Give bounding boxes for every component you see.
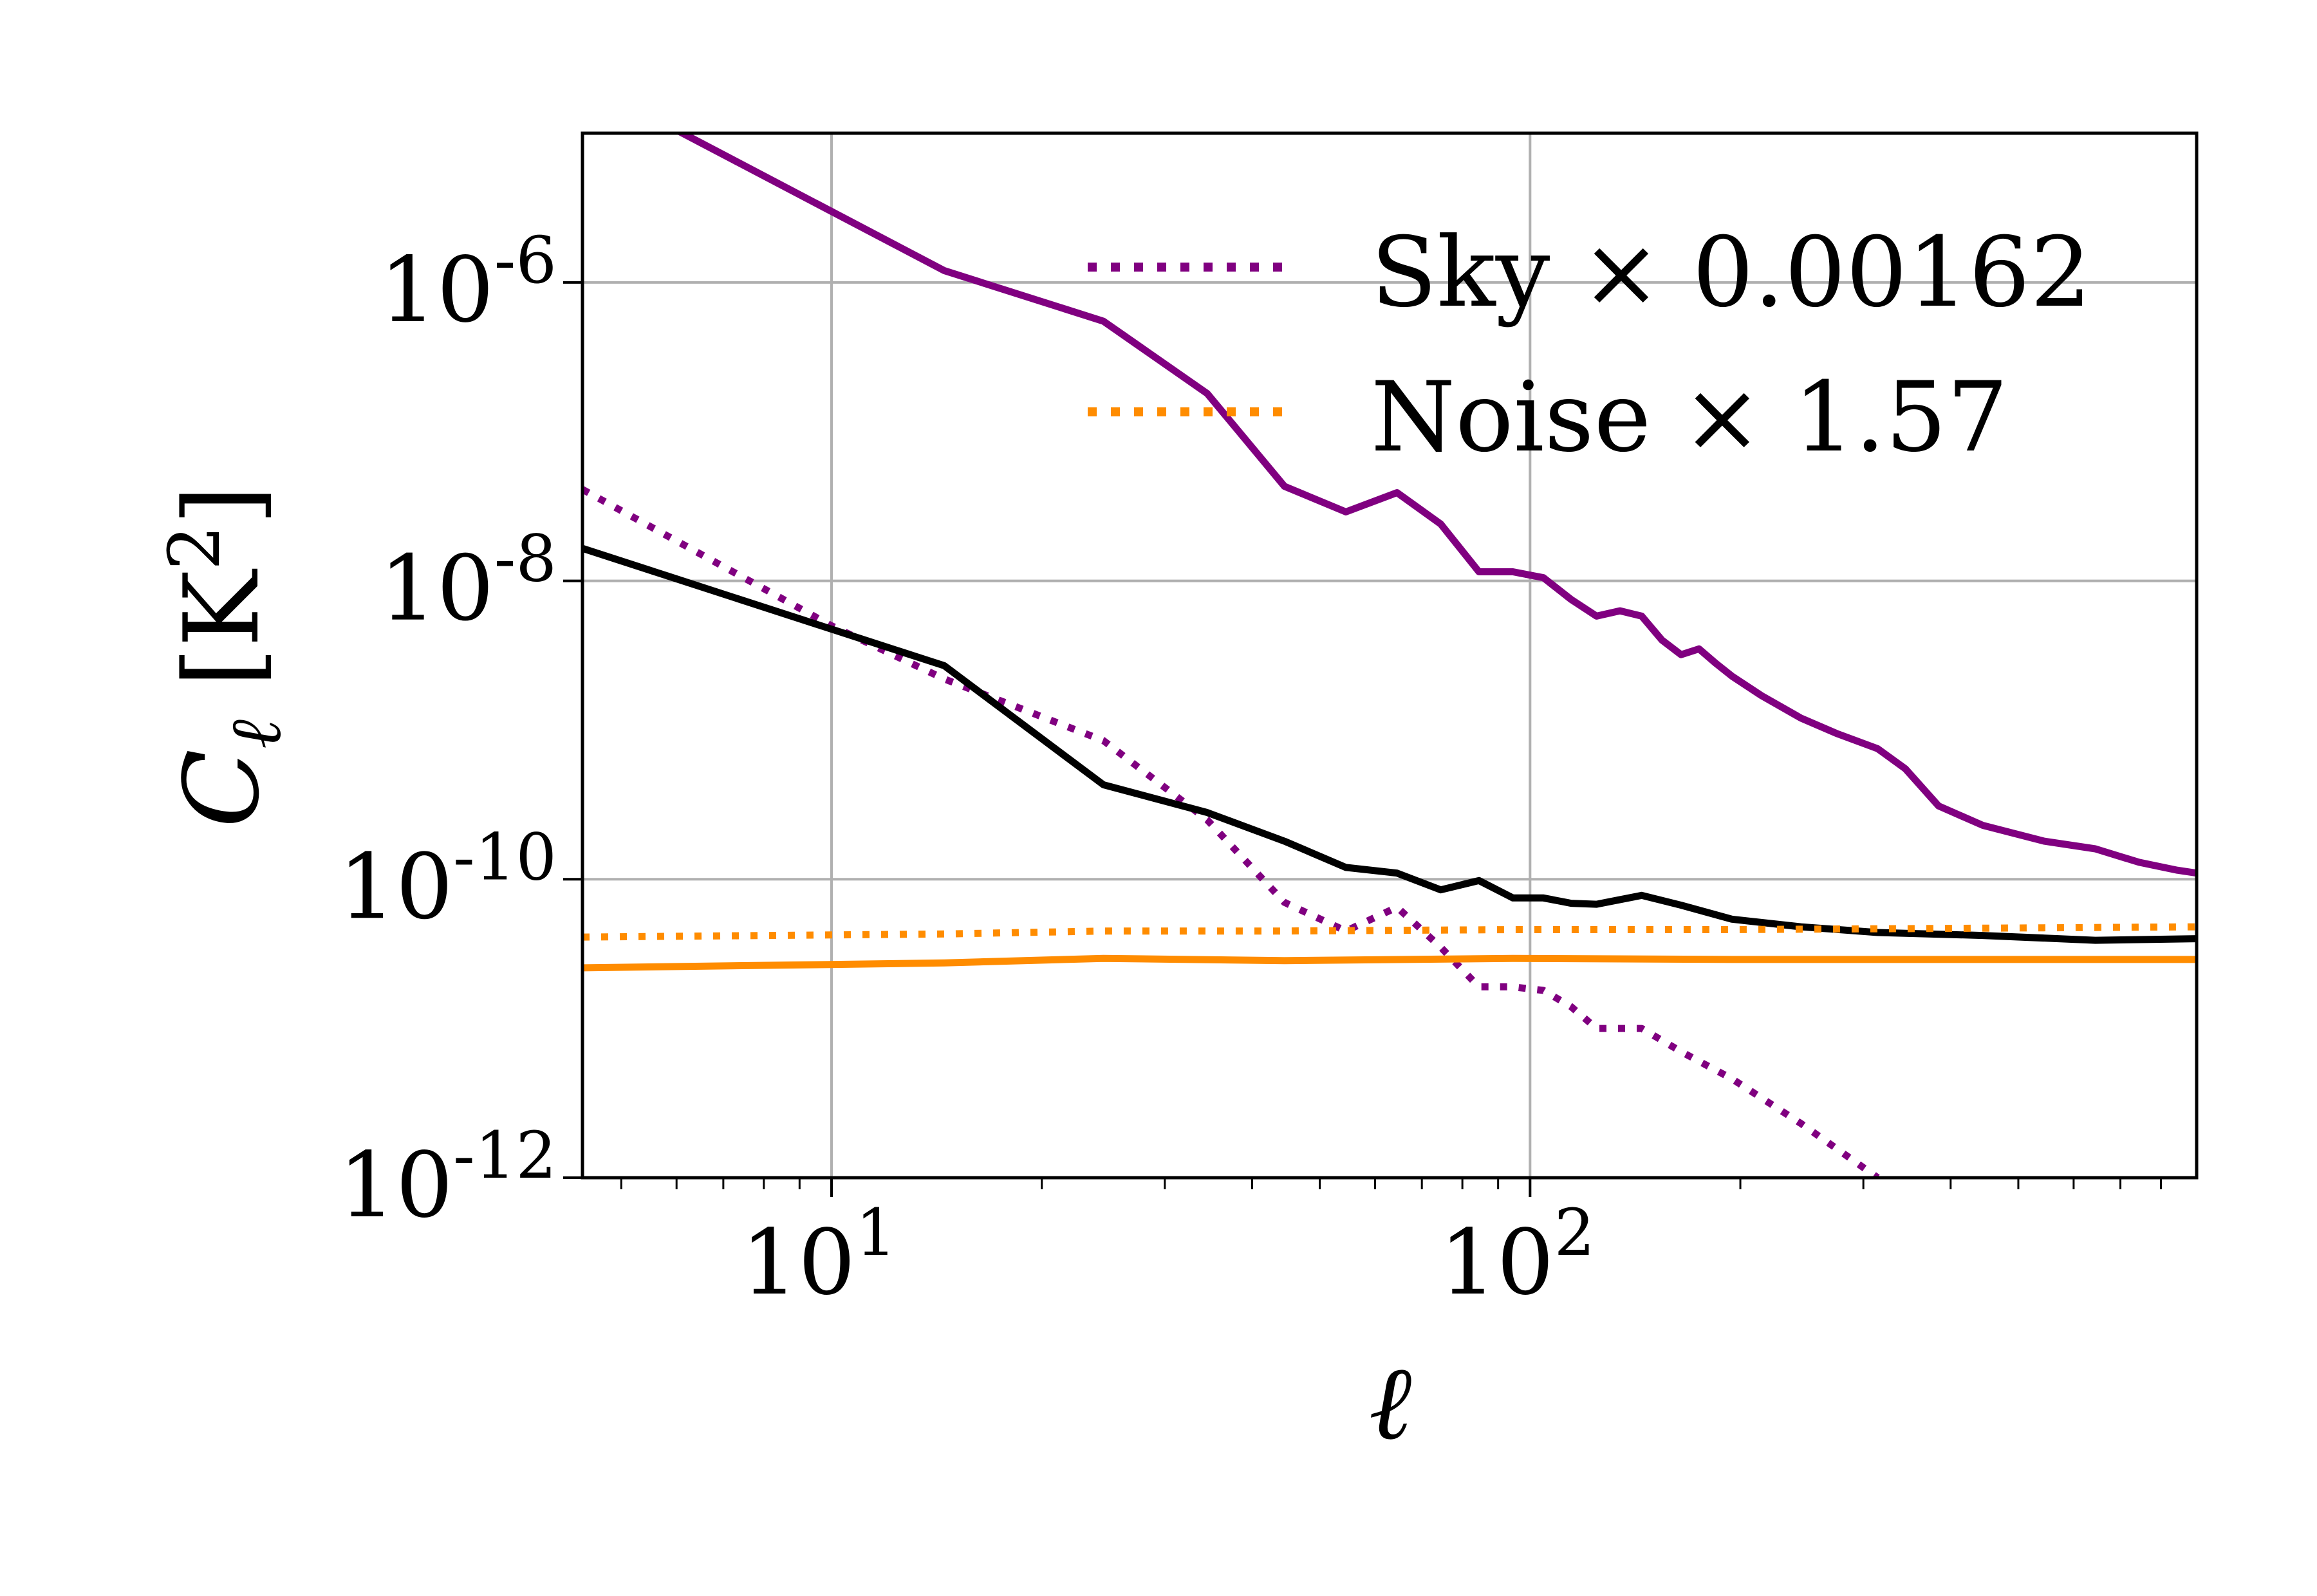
legend: Sky × 0.00162 Noise × 1.57	[1088, 217, 2092, 474]
minor-tick-marks	[620, 1178, 2162, 1189]
y-tick-label: 10-10	[339, 819, 557, 940]
y-tick-label-exponent: -12	[453, 1118, 557, 1193]
y-axis-label-unit-open: [K	[162, 569, 282, 687]
plot-frame	[581, 131, 2199, 1180]
y-axis-label-unit-close: ]	[162, 485, 282, 525]
y-tick-label-exponent: -10	[453, 819, 557, 895]
x-tick-label-base: 10	[1439, 1211, 1554, 1315]
sky-solid-line	[675, 133, 2197, 877]
major-tick-marks	[563, 281, 1532, 1197]
residual-line	[582, 544, 2197, 944]
y-axis-label-symbol: C	[162, 749, 282, 828]
noise-solid-line	[582, 954, 2197, 972]
x-tick-label: 102	[1439, 1195, 1595, 1315]
y-tick-label: 10-12	[339, 1118, 557, 1238]
y-tick-label-exponent: -6	[494, 223, 557, 298]
y-axis-label-unit-exponent: 2	[153, 525, 236, 570]
legend-label-sky: Sky × 0.00162	[1371, 217, 2092, 329]
y-axis-label: Cℓ [K2]	[153, 485, 297, 828]
y-tick-label: 10-8	[379, 521, 557, 642]
x-axis-label: ℓ	[1369, 1342, 1412, 1463]
y-axis-label-subscript: ℓ	[214, 719, 297, 749]
x-tick-label-base: 10	[741, 1211, 855, 1315]
series-lines	[582, 133, 2197, 1178]
y-tick-label-exponent: -8	[494, 521, 557, 597]
legend-label-noise: Noise × 1.57	[1371, 362, 2008, 474]
y-tick-label: 10-6	[379, 223, 557, 343]
y-tick-label-base: 10	[339, 835, 453, 940]
y-tick-label-base: 10	[339, 1133, 453, 1238]
sky-dotted-line	[582, 486, 1880, 1178]
x-tick-label-exponent: 2	[1554, 1195, 1596, 1270]
y-tick-label-base: 10	[379, 537, 494, 642]
x-tick-label: 101	[741, 1195, 897, 1315]
y-tick-label-base: 10	[379, 238, 494, 343]
x-tick-label-exponent: 1	[855, 1195, 897, 1270]
